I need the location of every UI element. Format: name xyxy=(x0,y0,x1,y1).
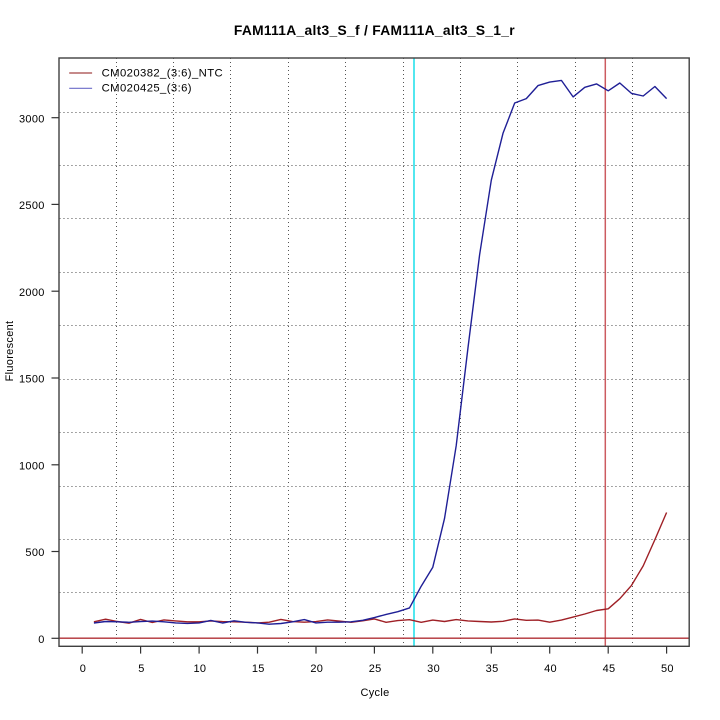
svg-text:1000: 1000 xyxy=(19,460,45,472)
svg-text:25: 25 xyxy=(369,663,382,675)
svg-text:500: 500 xyxy=(25,547,44,559)
svg-text:40: 40 xyxy=(544,663,557,675)
svg-text:10: 10 xyxy=(193,663,206,675)
svg-text:15: 15 xyxy=(252,663,265,675)
svg-text:3000: 3000 xyxy=(19,113,45,125)
svg-text:35: 35 xyxy=(486,663,499,675)
svg-text:0: 0 xyxy=(80,663,86,675)
svg-text:2500: 2500 xyxy=(19,200,45,212)
svg-text:CM020382_(3:6)_NTC: CM020382_(3:6)_NTC xyxy=(102,67,223,79)
svg-text:30: 30 xyxy=(427,663,440,675)
svg-text:50: 50 xyxy=(661,663,674,675)
svg-text:5: 5 xyxy=(138,663,144,675)
svg-text:20: 20 xyxy=(310,663,323,675)
svg-text:CM020425_(3:6): CM020425_(3:6) xyxy=(102,83,192,95)
svg-text:Fluorescent: Fluorescent xyxy=(4,321,16,382)
svg-text:0: 0 xyxy=(38,634,44,646)
svg-text:Cycle: Cycle xyxy=(360,687,389,699)
svg-text:FAM111A_alt3_S_f / FAM111A_alt: FAM111A_alt3_S_f / FAM111A_alt3_S_1_r xyxy=(234,23,515,38)
svg-text:45: 45 xyxy=(603,663,616,675)
svg-text:1500: 1500 xyxy=(19,374,45,386)
svg-text:2000: 2000 xyxy=(19,287,45,299)
